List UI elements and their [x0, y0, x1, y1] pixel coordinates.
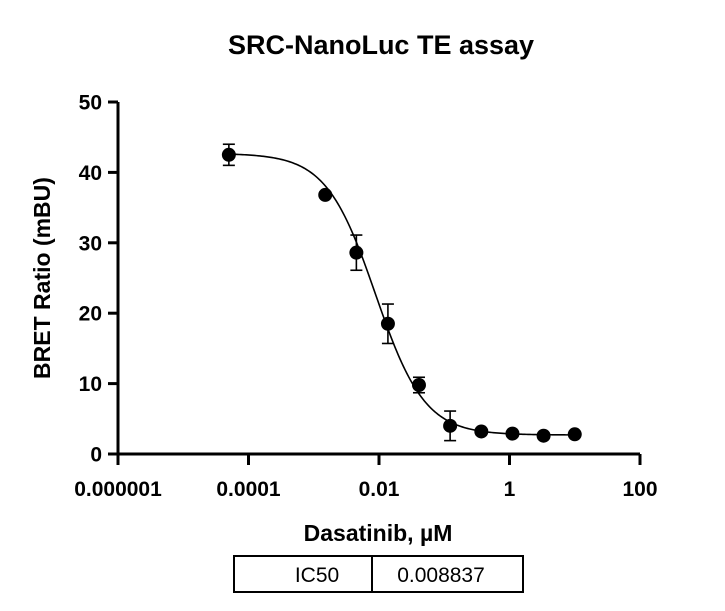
x-tick-label: 0.000001 [74, 478, 162, 501]
x-tick-label: 0.01 [359, 478, 400, 501]
y-ticks: 0 10 20 30 40 50 [79, 92, 118, 467]
data-marker [318, 187, 333, 202]
ic50-label: IC50 [295, 564, 339, 587]
results-table: IC50 0.008837 [233, 555, 524, 593]
data-point [318, 187, 333, 202]
data-point [349, 234, 364, 272]
data-point [443, 410, 458, 442]
data-point [536, 428, 551, 443]
data-marker [474, 424, 489, 439]
data-marker [221, 147, 236, 162]
y-tick-label: 30 [79, 232, 102, 255]
data-marker [349, 245, 364, 260]
data-point [474, 424, 489, 439]
data-marker [505, 426, 520, 441]
y-tick-label: 50 [79, 92, 102, 115]
ic50-value: 0.008837 [397, 564, 485, 587]
chart-title: SRC-NanoLuc TE assay [228, 30, 534, 60]
results-table-border [233, 555, 524, 593]
y-tick-label: 40 [79, 162, 102, 185]
fit-curve [228, 153, 575, 436]
data-marker [443, 418, 458, 433]
y-axis: 0 10 20 30 40 50 [79, 92, 120, 467]
x-ticks: 0.000001 0.0001 0.01 1 100 [74, 454, 658, 501]
data-point [505, 426, 520, 441]
data-point [411, 376, 426, 394]
x-axis-label: Dasatinib, µM [304, 520, 453, 546]
x-tick-label: 1 [504, 478, 516, 501]
y-tick-label: 20 [79, 303, 102, 326]
data-point [380, 303, 395, 345]
data-marker [411, 378, 426, 393]
y-axis-label: BRET Ratio (mBU) [29, 177, 55, 379]
x-tick-label: 0.0001 [216, 478, 281, 501]
data-points [221, 143, 582, 443]
data-marker [536, 428, 551, 443]
data-marker [567, 427, 582, 442]
x-tick-label: 100 [622, 478, 657, 501]
x-axis: 0.000001 0.0001 0.01 1 100 [74, 452, 658, 501]
data-marker [380, 316, 395, 331]
data-point [567, 427, 582, 442]
y-tick-label: 0 [90, 444, 102, 467]
data-point [221, 143, 236, 167]
y-tick-label: 10 [79, 373, 102, 396]
